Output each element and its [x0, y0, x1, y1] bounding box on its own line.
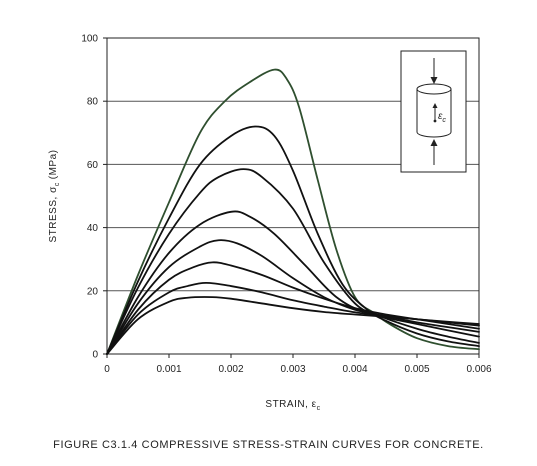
- series-line-8: [106, 296, 480, 355]
- series-lines: [106, 68, 480, 355]
- bottom-load-arrowhead: [430, 139, 438, 146]
- x-tick-label-4: 0.004: [342, 364, 367, 375]
- x-axis-title: STRAIN, εc: [265, 399, 320, 412]
- series-line-5: [106, 239, 480, 355]
- gauge-arrowhead: [432, 103, 438, 108]
- y-tick-label-0: 0: [92, 350, 98, 361]
- top-load-arrowhead: [430, 77, 438, 84]
- y-tick-label-5: 100: [81, 34, 98, 45]
- y-tick-label-1: 20: [87, 286, 99, 297]
- series-line-4: [106, 210, 480, 355]
- y-tick-label-2: 40: [87, 223, 99, 234]
- series-line-1: [106, 68, 480, 355]
- y-tick-label-3: 60: [87, 160, 99, 171]
- x-tick-label-1: 0.001: [156, 364, 181, 375]
- x-axis-ticks: 0 0.001 0.002 0.003 0.004 0.005 0.006: [104, 354, 492, 375]
- y-axis-ticks: 0 20 40 60 80 100: [81, 34, 107, 361]
- x-tick-label-0: 0: [104, 364, 110, 375]
- x-tick-label-3: 0.003: [280, 364, 305, 375]
- series-line-2: [106, 125, 480, 355]
- cylinder-top: [416, 83, 452, 95]
- figure-caption: FIGURE C3.1.4 COMPRESSIVE STRESS-STRAIN …: [53, 439, 484, 451]
- series-line-7: [106, 282, 480, 355]
- x-tick-label-2: 0.002: [218, 364, 243, 375]
- y-tick-label-4: 80: [87, 97, 99, 108]
- y-axis-title: STRESS, σc(MPa): [48, 150, 61, 243]
- x-tick-label-5: 0.005: [404, 364, 429, 375]
- cylinder-body: [416, 89, 452, 138]
- stress-strain-chart: 0 0.001 0.002 0.003 0.004 0.005 0.006 0 20 40 60 8…: [48, 34, 492, 413]
- gauge-point: [433, 119, 437, 123]
- series-line-3: [106, 168, 480, 355]
- inset-strain-label: εc: [438, 111, 446, 124]
- x-tick-label-6: 0.006: [466, 364, 491, 375]
- cylinder-inset: εc: [400, 50, 467, 173]
